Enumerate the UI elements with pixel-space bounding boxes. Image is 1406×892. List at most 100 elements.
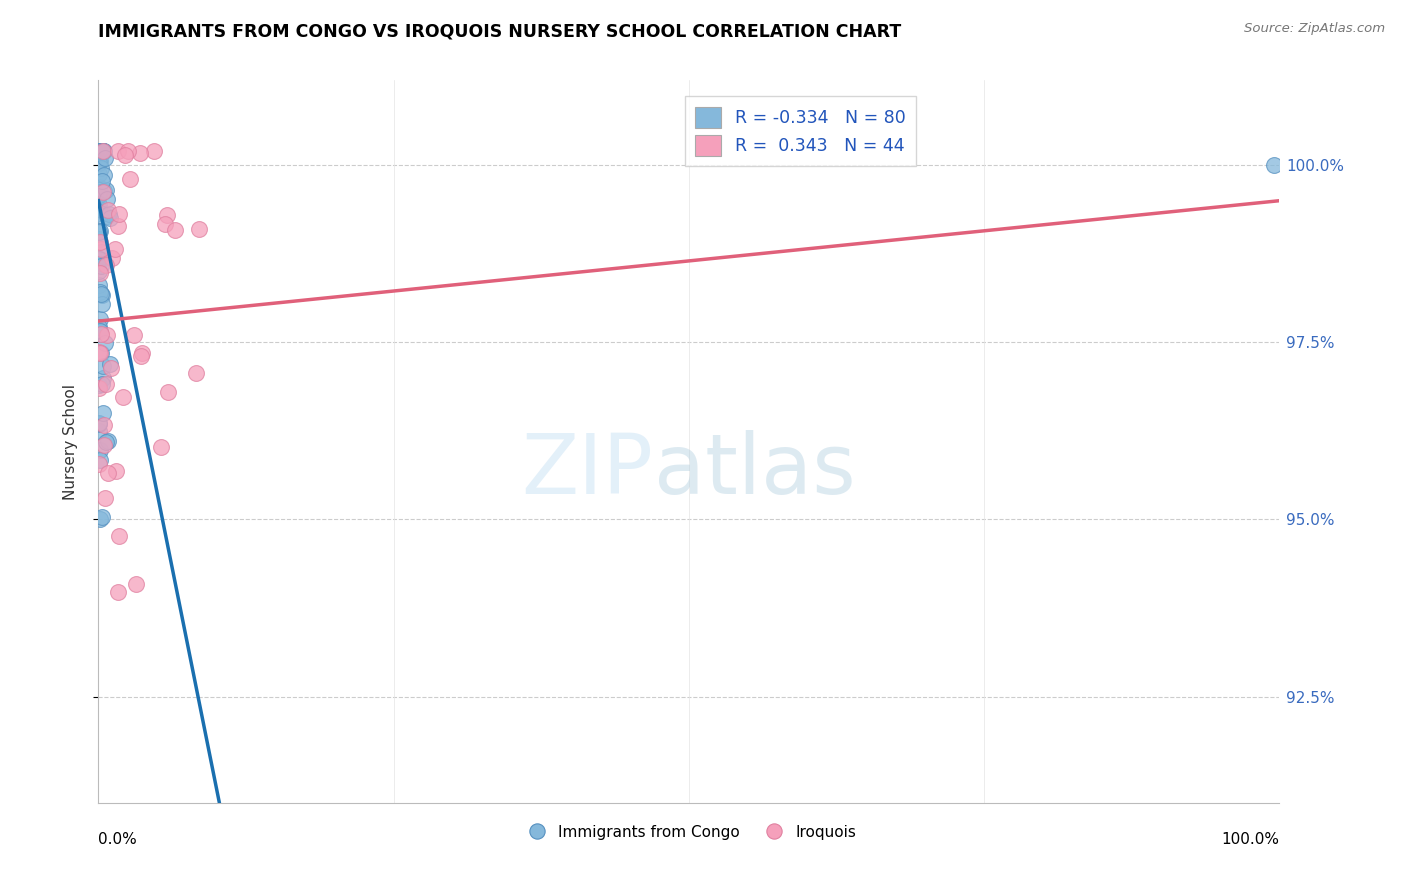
Point <box>91 144 114 158</box>
Point <box>155 218 177 232</box>
Point <box>150 440 173 454</box>
Point <box>89 144 111 158</box>
Point <box>89 144 111 158</box>
Point <box>89 224 111 238</box>
Text: 0.0%: 0.0% <box>98 831 138 847</box>
Point <box>89 144 111 158</box>
Text: ZIP: ZIP <box>522 430 654 511</box>
Point <box>87 206 110 220</box>
Point <box>163 222 186 236</box>
Point <box>91 144 114 158</box>
Point <box>89 452 111 467</box>
Point <box>87 154 110 169</box>
Point <box>90 144 112 158</box>
Point <box>91 144 114 158</box>
Point <box>117 144 139 158</box>
Point <box>90 144 112 158</box>
Point <box>89 144 111 158</box>
Point <box>89 147 111 161</box>
Point <box>100 360 122 375</box>
Point <box>89 187 111 202</box>
Point <box>87 225 110 239</box>
Point <box>89 443 111 458</box>
Point <box>87 319 110 334</box>
Point <box>89 346 111 360</box>
Point <box>98 357 121 371</box>
Point <box>87 144 110 158</box>
Point <box>93 335 115 350</box>
Point <box>104 464 127 478</box>
Point <box>90 144 112 158</box>
Point <box>90 287 112 301</box>
Point <box>87 424 110 438</box>
Point <box>89 154 111 169</box>
Point <box>131 345 153 359</box>
Point <box>96 209 118 223</box>
Point <box>98 211 121 226</box>
Point <box>97 466 120 480</box>
Point <box>93 151 115 165</box>
Point <box>96 328 118 343</box>
Point <box>89 208 111 222</box>
Point <box>91 371 114 385</box>
Point <box>186 366 208 380</box>
Point <box>118 172 141 186</box>
Point <box>107 219 129 233</box>
Text: Source: ZipAtlas.com: Source: ZipAtlas.com <box>1244 22 1385 36</box>
Point <box>90 174 112 188</box>
Point <box>91 144 114 158</box>
Text: atlas: atlas <box>654 430 855 511</box>
Point <box>87 144 110 158</box>
Point <box>87 144 110 158</box>
Point <box>87 167 110 181</box>
Point <box>90 161 112 175</box>
Point <box>89 185 111 199</box>
Point <box>89 324 111 338</box>
Point <box>90 243 112 257</box>
Text: IMMIGRANTS FROM CONGO VS IROQUOIS NURSERY SCHOOL CORRELATION CHART: IMMIGRANTS FROM CONGO VS IROQUOIS NURSER… <box>98 22 901 40</box>
Point <box>94 435 117 450</box>
Point <box>97 203 120 218</box>
Point <box>91 185 114 199</box>
Point <box>90 144 112 158</box>
Legend: Immigrants from Congo, Iroquois: Immigrants from Congo, Iroquois <box>516 819 862 846</box>
Point <box>100 251 122 265</box>
Point <box>89 144 111 158</box>
Point <box>93 185 115 199</box>
Point <box>89 232 111 246</box>
Point <box>131 349 153 363</box>
Point <box>91 144 114 158</box>
Point <box>93 491 115 505</box>
Point <box>90 259 112 273</box>
Point <box>87 417 110 432</box>
Point <box>90 297 112 311</box>
Point <box>89 285 111 299</box>
Point <box>107 144 129 158</box>
Point <box>90 287 112 301</box>
Text: 100.0%: 100.0% <box>1222 831 1279 847</box>
Point <box>87 156 110 170</box>
Point <box>87 382 110 396</box>
Point <box>89 266 111 280</box>
Point <box>1263 158 1285 172</box>
Point <box>90 326 112 341</box>
Point <box>87 457 110 471</box>
Point <box>89 264 111 278</box>
Point <box>125 576 148 591</box>
Point <box>87 144 110 158</box>
Point <box>87 180 110 194</box>
Point <box>111 390 134 404</box>
Point <box>89 144 111 158</box>
Point <box>108 207 131 221</box>
Point <box>91 510 114 524</box>
Point <box>94 183 117 197</box>
Point <box>87 277 110 292</box>
Point <box>87 187 110 202</box>
Point <box>87 345 110 359</box>
Point <box>89 416 111 430</box>
Point <box>90 245 112 260</box>
Point <box>93 417 115 432</box>
Point <box>114 148 136 162</box>
Point <box>89 235 111 250</box>
Point <box>96 376 118 391</box>
